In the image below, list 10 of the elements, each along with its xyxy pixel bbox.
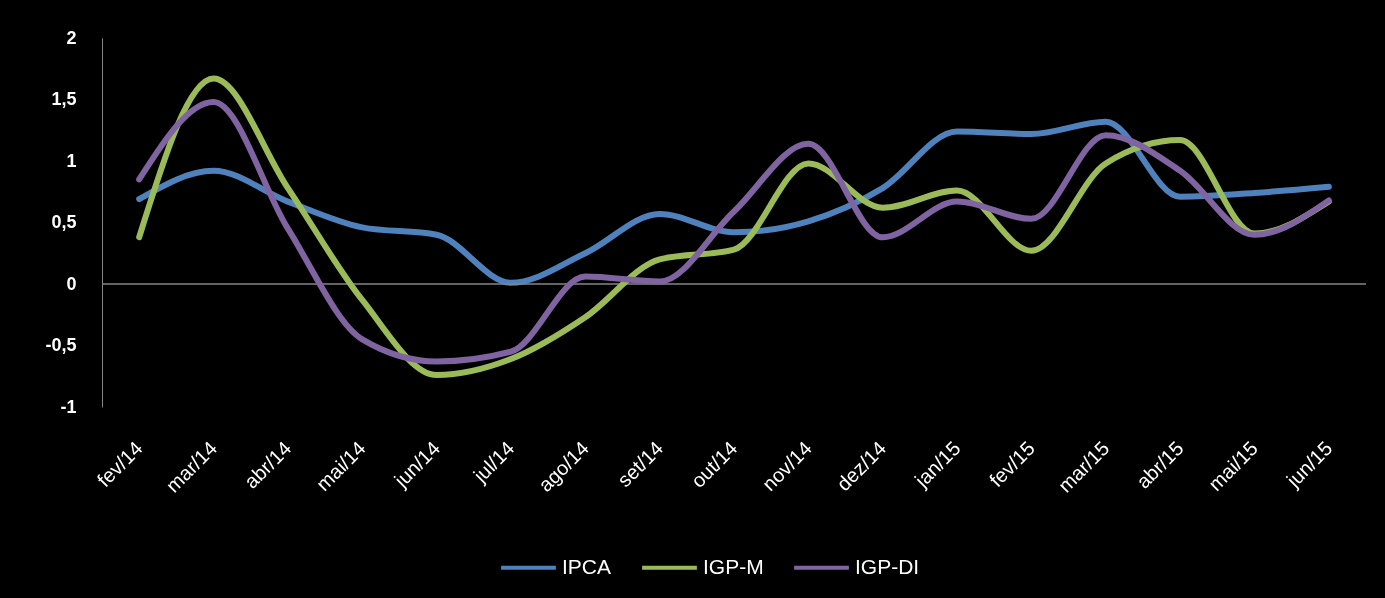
- y-tick-label: -0,5: [45, 335, 77, 355]
- y-tick-label: 0,5: [51, 212, 77, 232]
- y-tick-label: 1: [66, 150, 77, 171]
- y-tick-label: 2: [66, 27, 77, 48]
- legend-label: IGP-DI: [855, 554, 920, 578]
- y-tick-label: 0: [66, 273, 77, 294]
- y-tick-label: 1,5: [51, 89, 77, 109]
- y-tick-label: -1: [60, 396, 77, 417]
- legend-label: IGP-M: [703, 554, 764, 578]
- legend-label: IPCA: [562, 554, 612, 578]
